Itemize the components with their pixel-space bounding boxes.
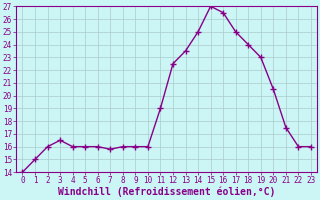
X-axis label: Windchill (Refroidissement éolien,°C): Windchill (Refroidissement éolien,°C): [58, 187, 276, 197]
